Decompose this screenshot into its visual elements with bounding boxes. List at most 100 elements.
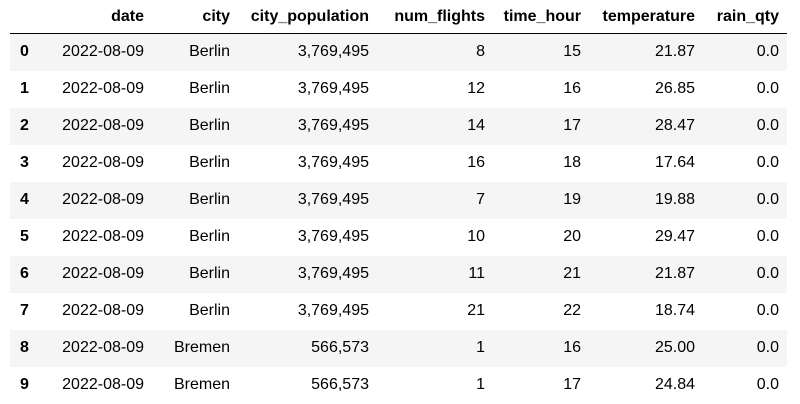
row-index: 8 [20,339,29,356]
cell-num-flights: 11 [468,265,485,282]
table-row: 4 2022-08-09 Berlin 3,769,495 7 19 19.88… [10,181,787,219]
column-header-rain-qty: rain_qty [703,0,787,34]
cell-temperature: 19.88 [654,191,695,208]
row-index: 7 [20,302,29,319]
table-row: 3 2022-08-09 Berlin 3,769,495 16 18 17.6… [10,144,787,182]
cell-time-hour: 15 [563,43,581,61]
cell-num-flights: 1 [476,339,485,356]
column-header-temperature: temperature [589,0,703,34]
cell-num-flights: 21 [467,302,485,319]
cell-date: 2022-08-09 [62,302,144,319]
cell-time-hour: 17 [563,117,581,134]
column-header-date: date [42,0,152,34]
row-index: 3 [20,154,29,171]
cell-time-hour: 18 [563,154,581,171]
cell-time-hour: 19 [563,191,581,208]
cell-city-population: 3,769,495 [297,302,369,319]
cell-city-population: 3,769,495 [297,117,369,134]
cell-date: 2022-08-09 [62,191,144,208]
cell-date: 2022-08-09 [62,265,144,282]
cell-rain-qty: 0.0 [756,80,779,97]
cell-date: 2022-08-09 [62,376,144,393]
cell-time-hour: 20 [563,228,581,245]
column-header-city: city [152,0,238,34]
cell-rain-qty: 0.0 [756,117,779,134]
table-row: 9 2022-08-09 Bremen 566,573 1 17 24.84 0… [10,366,787,404]
cell-temperature: 21.87 [654,43,695,61]
cell-temperature: 24.84 [654,376,695,393]
row-index: 5 [20,228,29,245]
dataframe-table: date city city_population num_flights ti… [10,0,787,404]
cell-date: 2022-08-09 [62,154,144,171]
cell-city: Berlin [189,154,230,171]
table-body: 0 2022-08-09 Berlin 3,769,495 8 15 21.87… [10,33,787,404]
cell-city-population: 3,769,495 [297,43,369,61]
cell-time-hour: 16 [563,80,581,97]
table-row: 1 2022-08-09 Berlin 3,769,495 12 16 26.8… [10,70,787,108]
cell-temperature: 17.64 [654,154,695,171]
cell-temperature: 18.74 [654,302,695,319]
table-header: date city city_population num_flights ti… [10,0,787,34]
column-header-time-hour: time_hour [493,0,589,34]
row-index: 1 [20,80,29,97]
cell-date: 2022-08-09 [62,339,144,356]
table-row: 2 2022-08-09 Berlin 3,769,495 14 17 28.4… [10,107,787,145]
cell-date: 2022-08-09 [62,43,144,61]
table-row: 0 2022-08-09 Berlin 3,769,495 8 15 21.87… [10,33,787,71]
cell-temperature: 25.00 [654,339,695,356]
row-index: 9 [20,376,29,393]
cell-city: Berlin [189,43,230,61]
table-row: 6 2022-08-09 Berlin 3,769,495 11 21 21.8… [10,255,787,293]
column-header-num-flights: num_flights [377,0,493,34]
cell-rain-qty: 0.0 [756,154,779,171]
table-row: 8 2022-08-09 Bremen 566,573 1 16 25.00 0… [10,329,787,367]
cell-rain-qty: 0.0 [756,43,779,61]
cell-city-population: 566,573 [311,339,369,356]
cell-city: Berlin [189,228,230,245]
cell-time-hour: 21 [563,265,581,282]
cell-temperature: 28.47 [654,117,695,134]
cell-temperature: 21.87 [654,265,695,282]
row-index: 0 [20,43,29,61]
cell-num-flights: 16 [467,154,485,171]
row-index: 4 [20,191,29,208]
cell-temperature: 26.85 [654,80,695,97]
cell-city: Bremen [173,339,230,356]
cell-time-hour: 17 [563,376,581,393]
cell-rain-qty: 0.0 [756,191,779,208]
cell-city: Berlin [189,265,230,282]
cell-rain-qty: 0.0 [756,228,779,245]
cell-time-hour: 16 [563,339,581,356]
cell-num-flights: 10 [467,228,485,245]
table-row: 5 2022-08-09 Berlin 3,769,495 10 20 29.4… [10,218,787,256]
cell-num-flights: 12 [467,80,485,97]
cell-date: 2022-08-09 [62,80,144,97]
cell-city-population: 3,769,495 [297,265,369,282]
cell-city: Berlin [189,191,230,208]
cell-date: 2022-08-09 [62,117,144,134]
cell-temperature: 29.47 [654,228,695,245]
header-row: date city city_population num_flights ti… [10,0,787,34]
cell-city: Berlin [189,117,230,134]
cell-city: Berlin [189,80,230,97]
table-row: 7 2022-08-09 Berlin 3,769,495 21 22 18.7… [10,292,787,330]
row-index: 6 [20,265,29,282]
cell-num-flights: 8 [476,43,485,61]
cell-rain-qty: 0.0 [756,339,779,356]
cell-num-flights: 14 [467,117,485,134]
cell-city: Bremen [173,376,230,393]
cell-num-flights: 7 [476,191,485,208]
cell-city-population: 3,769,495 [297,191,369,208]
cell-num-flights: 1 [476,376,485,393]
cell-city-population: 3,769,495 [297,228,369,245]
row-index: 2 [20,117,29,134]
cell-city-population: 3,769,495 [297,80,369,97]
cell-city-population: 566,573 [311,376,369,393]
column-header-city-population: city_population [238,0,377,34]
index-header [10,0,42,34]
cell-rain-qty: 0.0 [756,302,779,319]
cell-time-hour: 22 [563,302,581,319]
cell-rain-qty: 0.0 [756,376,779,393]
cell-rain-qty: 0.0 [756,265,779,282]
